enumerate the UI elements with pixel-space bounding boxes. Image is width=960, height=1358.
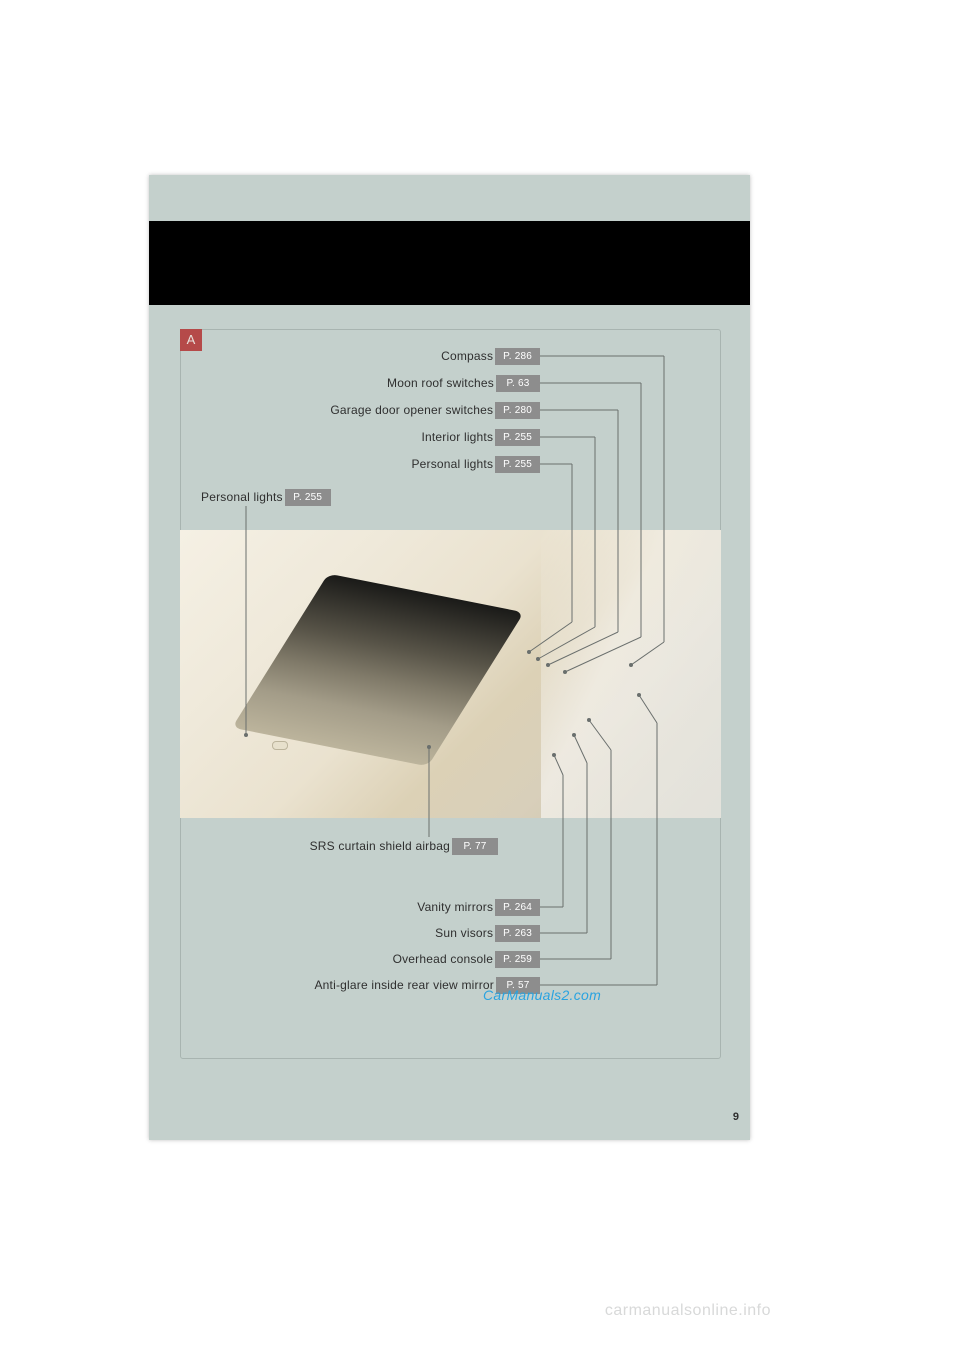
- label-text: Garage door opener switches: [330, 403, 495, 417]
- moonroof-illustration: [232, 574, 524, 767]
- page-ref-pill: P. 63: [496, 375, 540, 392]
- page-ref-pill: P. 255: [495, 456, 540, 473]
- label-text: Sun visors: [435, 926, 495, 940]
- label-text: Personal lights: [201, 490, 285, 504]
- label-srs-curtain-airbag: SRS curtain shield airbag P. 77: [310, 837, 498, 855]
- panel-badge-a: A: [180, 329, 202, 351]
- label-text: Interior lights: [421, 430, 495, 444]
- label-text: Anti-glare inside rear view mirror: [314, 978, 496, 992]
- label-sun-visors: Sun visors P. 263: [435, 924, 540, 942]
- label-personal-lights-left: Personal lights P. 255: [201, 488, 331, 506]
- label-text: Overhead console: [393, 952, 496, 966]
- label-text: Personal lights: [411, 457, 495, 471]
- header-black-bar: [149, 221, 750, 305]
- page-ref-pill: P. 264: [495, 899, 540, 916]
- label-text: Moon roof switches: [387, 376, 496, 390]
- label-garage-door-opener: Garage door opener switches P. 280: [330, 401, 540, 419]
- label-text: SRS curtain shield airbag: [310, 839, 452, 853]
- page-ref-pill: P. 255: [285, 489, 331, 506]
- label-moon-roof-switches: Moon roof switches P. 63: [387, 374, 540, 392]
- label-personal-lights-right: Personal lights P. 255: [411, 455, 540, 473]
- page-ref-pill: P. 259: [495, 951, 540, 968]
- personal-light-icon: [272, 741, 288, 750]
- label-vanity-mirrors: Vanity mirrors P. 264: [417, 898, 540, 916]
- footer-url: carmanualsonline.info: [605, 1302, 771, 1320]
- page-ref-pill: P. 77: [452, 838, 498, 855]
- page-ref-pill: P. 286: [495, 348, 540, 365]
- label-compass: Compass P. 286: [441, 347, 540, 365]
- label-overhead-console: Overhead console P. 259: [393, 950, 540, 968]
- label-text: Compass: [441, 349, 495, 363]
- manual-page: A Compass P. 286 Moon roof switches P. 6…: [149, 175, 750, 1140]
- label-text: Vanity mirrors: [417, 900, 495, 914]
- page-ref-pill: P. 263: [495, 925, 540, 942]
- watermark-text: CarManuals2.com: [483, 987, 601, 1003]
- interior-roof-photo: [180, 530, 721, 818]
- page-ref-pill: P. 280: [495, 402, 540, 419]
- page-ref-pill: P. 255: [495, 429, 540, 446]
- label-interior-lights: Interior lights P. 255: [421, 428, 540, 446]
- page-number: 9: [733, 1111, 739, 1123]
